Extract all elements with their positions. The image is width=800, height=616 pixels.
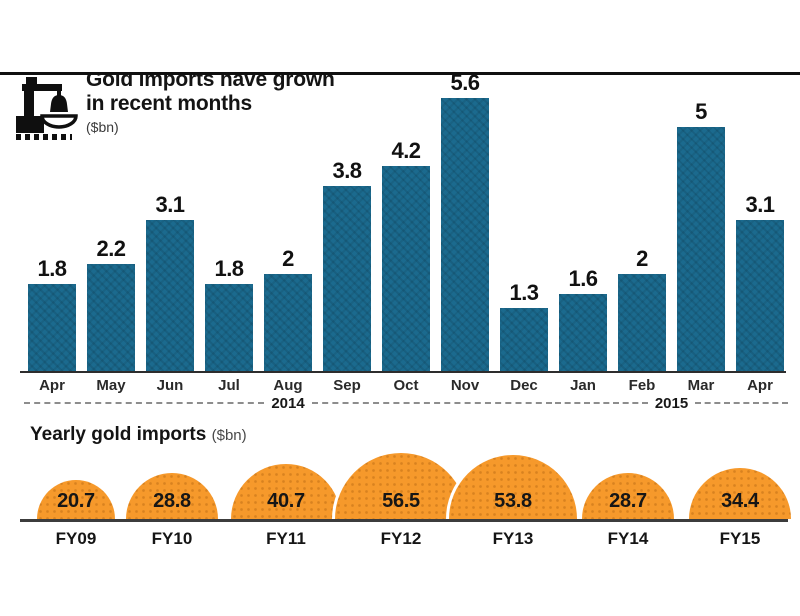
bar-apr-0 (28, 284, 76, 372)
bar-nov-7 (441, 98, 489, 372)
semicircle-value-label: 40.7 (267, 490, 305, 512)
bar-jun-2 (146, 220, 194, 372)
month-tick-label: Jan (570, 377, 596, 394)
year-group-2015: 2015 (555, 394, 788, 412)
bar-may-1 (87, 264, 135, 372)
bar-feb-10 (618, 274, 666, 372)
bar-mar-11 (677, 127, 725, 372)
bar-dec-8 (500, 308, 548, 372)
bar-value-label: 2.2 (96, 236, 126, 261)
fiscal-year-tick-label: FY12 (380, 529, 422, 548)
semicircle-fy10: 28.8 (123, 470, 221, 519)
year-dash-line (311, 402, 552, 404)
month-tick-label: Feb (628, 377, 656, 394)
chart-title-line2: in recent months (86, 92, 252, 116)
semicircle-value-label: 28.8 (153, 490, 191, 512)
top-rule (0, 72, 800, 75)
bar-value-label: 1.8 (37, 256, 67, 281)
semicircle-fy15: 34.4 (686, 465, 794, 519)
bar-value-label: 5 (695, 99, 707, 124)
month-tick-label: Jun (156, 377, 184, 394)
semicircle-value-label: 20.7 (57, 490, 95, 512)
semicircle-fy11: 40.7 (228, 461, 344, 519)
bar-sep-5 (323, 186, 371, 372)
bar-value-label: 2 (636, 246, 648, 271)
year-label: 2014 (271, 394, 305, 412)
bar-oct-6 (382, 166, 430, 372)
bar-apr-12 (736, 220, 784, 372)
yearly-chart-baseline (20, 519, 788, 522)
month-tick-label: Mar (687, 377, 715, 394)
month-tick-label: Aug (273, 377, 303, 394)
year-label: 2015 (654, 394, 689, 412)
fiscal-year-tick-label: FY14 (607, 529, 649, 548)
chart-unit-label: ($bn) (86, 119, 119, 136)
bar-jan-9 (559, 294, 607, 372)
semicircle-fy09: 20.7 (34, 477, 118, 519)
month-tick-label: Dec (510, 377, 538, 394)
bar-aug-4 (264, 274, 312, 372)
bar-value-label: 1.3 (509, 280, 539, 305)
month-tick-label: Apr (39, 377, 65, 394)
year-group-2014: 2014 (24, 394, 552, 412)
bar-value-label: 3.8 (332, 158, 362, 183)
fiscal-year-tick-label: FY13 (492, 529, 534, 548)
top-crop-mask (0, 0, 800, 72)
bar-value-label: 3.1 (745, 192, 775, 217)
month-tick-label: Nov (450, 377, 480, 394)
fiscal-year-tick-label: FY10 (151, 529, 193, 548)
semicircle-fy14: 28.7 (579, 470, 677, 519)
bar-chart-baseline (20, 371, 786, 373)
bar-value-label: 2 (282, 246, 294, 271)
month-tick-label: Sep (333, 377, 361, 394)
fiscal-year-tick-label: FY09 (55, 529, 97, 548)
fiscal-year-tick-label: FY15 (719, 529, 761, 548)
semicircle-value-label: 34.4 (721, 490, 759, 512)
fiscal-year-tick-label: FY11 (266, 529, 306, 548)
bar-value-label: 1.8 (214, 256, 244, 281)
gold-weighing-scale-icon (14, 76, 78, 144)
yearly-title-text: Yearly gold imports (30, 424, 207, 445)
bar-value-label: 4.2 (391, 138, 421, 163)
bar-value-label: 1.6 (568, 266, 598, 291)
month-tick-label: Jul (218, 377, 240, 394)
month-tick-label: Apr (747, 377, 773, 394)
chart-header: Gold imports have grown in recent months… (86, 68, 335, 135)
semicircle-value-label: 53.8 (494, 490, 532, 512)
bar-jul-3 (205, 284, 253, 372)
year-dash-line (695, 402, 788, 404)
year-dash-line (24, 402, 265, 404)
yearly-title-unit: ($bn) (211, 427, 247, 444)
yearly-chart-title: Yearly gold imports ($bn) (30, 424, 247, 446)
semicircle-fy13: 53.8 (446, 452, 580, 519)
semicircle-value-label: 56.5 (382, 490, 420, 512)
month-tick-label: May (96, 377, 126, 394)
year-dash-line (555, 402, 648, 404)
semicircle-value-label: 28.7 (609, 490, 647, 512)
month-tick-label: Oct (393, 377, 419, 394)
bar-value-label: 3.1 (155, 192, 185, 217)
